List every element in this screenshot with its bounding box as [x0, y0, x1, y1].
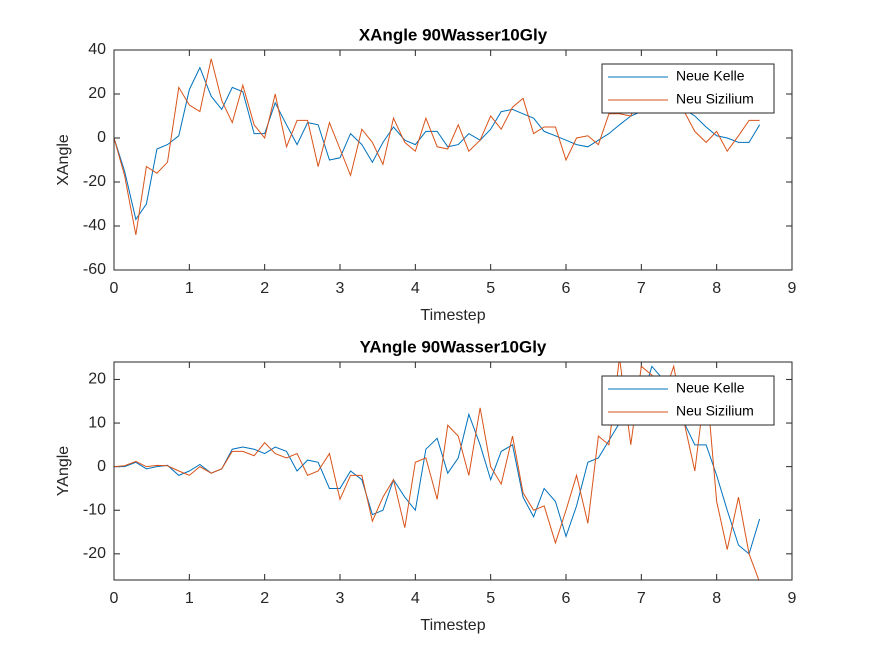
- y-axis-label: YAngle: [55, 446, 72, 497]
- legend-box: [601, 375, 775, 426]
- legend-label: Neu Sizilium: [676, 91, 754, 107]
- x-tick-label: 6: [562, 280, 571, 297]
- x-tick-label: 8: [712, 590, 721, 607]
- axes-box: [113, 361, 793, 581]
- y-tick-label: 40: [88, 41, 106, 58]
- x-tick-label: 7: [637, 280, 646, 297]
- legend-box: [601, 63, 775, 114]
- chart-title: XAngle 90Wasser10Gly: [359, 25, 548, 44]
- axes-box: [113, 49, 793, 271]
- x-axis-label: Timestep: [420, 617, 485, 634]
- x-tick-label: 3: [336, 280, 345, 297]
- x-tick-label: 6: [562, 590, 571, 607]
- y-tick-label: 0: [97, 458, 106, 475]
- x-tick-label: 8: [712, 280, 721, 297]
- x-tick-label: 2: [260, 280, 269, 297]
- y-tick-label: -40: [83, 217, 106, 234]
- y-tick-label: 0: [97, 129, 106, 146]
- chart-title: YAngle 90Wasser10Gly: [360, 337, 547, 356]
- y-tick-label: -20: [83, 545, 106, 562]
- y-tick-label: 20: [88, 85, 106, 102]
- plot-area: [114, 362, 761, 580]
- x-tick-label: 0: [110, 280, 119, 297]
- x-tick-label: 9: [788, 590, 797, 607]
- legend-label: Neue Kelle: [676, 380, 745, 396]
- x-tick-label: 4: [411, 280, 420, 297]
- x-tick-label: 1: [185, 280, 194, 297]
- x-tick-label: 1: [185, 590, 194, 607]
- x-tick-label: 7: [637, 590, 646, 607]
- x-tick-label: 5: [486, 590, 495, 607]
- y-tick-label: 10: [88, 414, 106, 431]
- x-tick-label: 9: [788, 280, 797, 297]
- y-tick-label: -60: [83, 261, 106, 278]
- y-tick-label: -20: [83, 173, 106, 190]
- x-tick-label: 5: [486, 280, 495, 297]
- x-axis-label: Timestep: [420, 307, 485, 324]
- y-tick-label: 20: [88, 371, 106, 388]
- x-tick-label: 3: [336, 590, 345, 607]
- x-tick-label: 4: [411, 590, 420, 607]
- y-tick-label: -10: [83, 501, 106, 518]
- legend-label: Neu Sizilium: [676, 403, 754, 419]
- series-line: [114, 362, 760, 580]
- y-axis-label: XAngle: [55, 134, 72, 186]
- x-tick-label: 2: [260, 590, 269, 607]
- legend-label: Neue Kelle: [676, 68, 745, 84]
- x-tick-label: 0: [110, 590, 119, 607]
